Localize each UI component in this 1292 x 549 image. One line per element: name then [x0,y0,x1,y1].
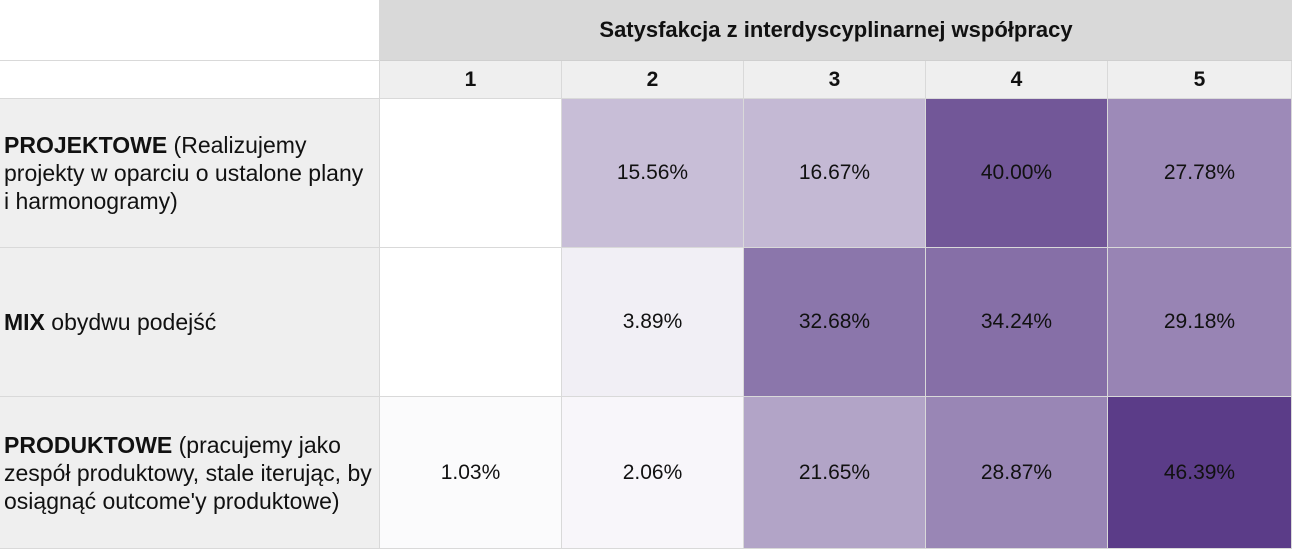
row-label-2: MIX obydwu podejść [0,248,380,397]
row-label-bold: MIX [4,309,45,335]
heatmap-cell-r2-c3: 32.68% [744,248,926,397]
heatmap-cell-r1-c4: 40.00% [926,99,1108,248]
heatmap-cell-r3-c3: 21.65% [744,397,926,549]
heatmap-cell-r1-c1 [380,99,562,248]
row-label-1: PROJEKTOWE (Realizujemy projekty w oparc… [0,99,380,248]
heatmap-cell-r1-c3: 16.67% [744,99,926,248]
heatmap-cell-r3-c5: 46.39% [1108,397,1292,549]
column-header-2: 2 [562,61,744,99]
corner-subheader-cell [0,61,380,99]
heatmap-cell-r2-c2: 3.89% [562,248,744,397]
heatmap-cell-r2-c1 [380,248,562,397]
heatmap-cell-r3-c2: 2.06% [562,397,744,549]
column-header-1: 1 [380,61,562,99]
column-header-3: 3 [744,61,926,99]
column-header-4: 4 [926,61,1108,99]
corner-cell [0,0,380,61]
chart-title: Satysfakcja z interdyscyplinarnej współp… [380,0,1292,61]
heatmap-cell-r2-c5: 29.18% [1108,248,1292,397]
row-label-description: (Realizujemy projekty w oparciu o ustalo… [4,132,364,214]
heatmap-cell-r1-c5: 27.78% [1108,99,1292,248]
row-label-bold: PROJEKTOWE [4,132,168,158]
row-label-3: PRODUKTOWE (pracujemy jako zespół produk… [0,397,380,549]
row-label-description: (pracujemy jako zespół produktowy, stale… [4,431,372,514]
heatmap-cell-r3-c1: 1.03% [380,397,562,549]
row-label-bold: PRODUKTOWE [4,431,173,458]
column-header-5: 5 [1108,61,1292,99]
heatmap-cell-r2-c4: 34.24% [926,248,1108,397]
heatmap-cell-r3-c4: 28.87% [926,397,1108,549]
heatmap-cell-r1-c2: 15.56% [562,99,744,248]
row-label-description: obydwu podejść [44,309,217,335]
